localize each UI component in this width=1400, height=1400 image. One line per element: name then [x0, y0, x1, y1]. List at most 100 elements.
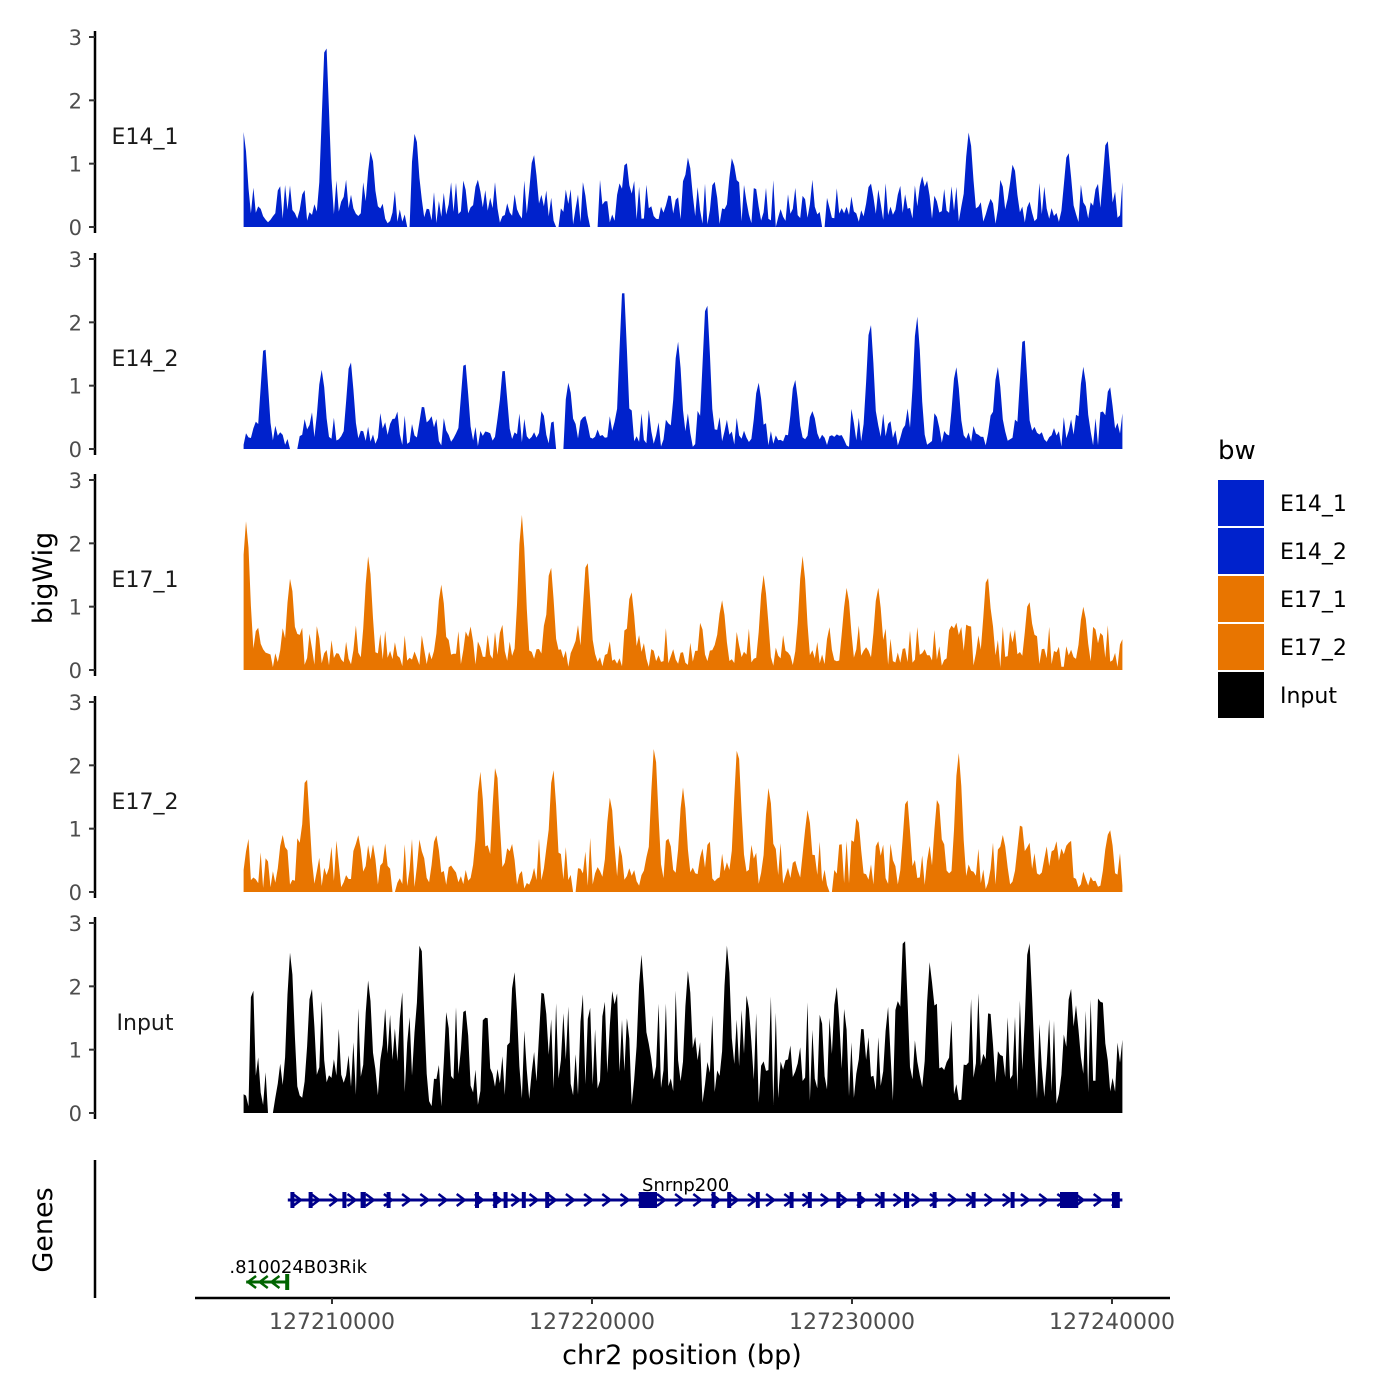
x-axis-title: chr2 position (bp) [562, 1340, 802, 1371]
signal-area [243, 293, 1123, 449]
strand-arrow-right-icon [292, 1193, 303, 1207]
strand-arrow-left-icon [269, 1275, 281, 1289]
legend: bw E14_1 E14_2 E17_1 E17_2 Input [1218, 436, 1347, 718]
strand-arrow-right-icon [310, 1193, 322, 1207]
strand-arrow-right-icon [929, 1193, 940, 1207]
track-label: E17_2 [112, 790, 179, 815]
legend-entry: E17_1 [1280, 588, 1347, 613]
exon [1112, 1192, 1120, 1208]
exon [1010, 1192, 1015, 1208]
legend-entry: E14_2 [1280, 540, 1347, 565]
y-tick-label: 2 [69, 975, 82, 999]
strand-arrow-right-icon [983, 1193, 995, 1207]
signal-area [243, 48, 1123, 227]
x-axis: 127210000 127220000 127230000 127240000 [195, 1296, 1175, 1335]
x-tick-label: 127220000 [529, 1310, 655, 1335]
exon [386, 1192, 391, 1208]
legend-entry: Input [1280, 684, 1337, 709]
track-label: E14_2 [112, 347, 179, 372]
strand-arrow-right-icon [328, 1193, 340, 1207]
exon [545, 1192, 550, 1208]
y-tick-label: 2 [69, 89, 82, 113]
exon [904, 1192, 910, 1208]
strand-arrow-right-icon [765, 1193, 777, 1207]
track-input: 0 1 2 3 Input [69, 912, 1123, 1126]
x-tick-label: 127230000 [789, 1310, 915, 1335]
gene-label: Snrnp200 [642, 1175, 729, 1196]
exon [789, 1192, 794, 1208]
signal-area [243, 941, 1123, 1113]
gene-track: Snrnp200 .810024B03Rik [93, 1160, 1123, 1298]
strand-arrow-right-icon [546, 1193, 558, 1207]
exon [755, 1192, 760, 1208]
exon [360, 1192, 366, 1208]
strand-arrow-right-icon [674, 1193, 686, 1207]
y-tick-label: 0 [69, 881, 82, 905]
exon [1060, 1192, 1079, 1208]
exon [342, 1192, 347, 1208]
y-tick-label: 1 [69, 596, 82, 620]
strand-arrow-right-icon [1092, 1193, 1104, 1207]
exon [493, 1192, 498, 1208]
strand-arrow-right-icon [1020, 1193, 1031, 1207]
exon [638, 1192, 657, 1208]
y-tick-label: 0 [69, 659, 82, 683]
y-tick-label: 2 [69, 311, 82, 335]
track-e14-2: 0 1 2 3 E14_2 [69, 248, 1123, 462]
legend-title: bw [1218, 436, 1256, 466]
y-tick-label: 3 [69, 248, 82, 272]
track-e17-1: 0 1 2 3 E17_1 [69, 469, 1123, 683]
track-label: Input [117, 1011, 174, 1036]
y-tick-label: 1 [69, 818, 82, 842]
track-e17-2: 0 1 2 3 E17_2 [69, 691, 1123, 905]
y-tick-label: 3 [69, 26, 82, 50]
gene-1810024b03rik: .810024B03Rik [229, 1257, 368, 1290]
track-label: E17_1 [112, 568, 179, 593]
y-tick-label: 2 [69, 754, 82, 778]
exon [727, 1192, 732, 1208]
strand-arrow-left-icon [257, 1275, 269, 1289]
exon [521, 1192, 526, 1208]
strand-arrow-right-icon [947, 1193, 959, 1207]
exon [807, 1192, 812, 1208]
exon [857, 1192, 862, 1208]
y-tick-label: 3 [69, 469, 82, 493]
legend-swatch [1218, 624, 1264, 670]
strand-arrow-right-icon [383, 1193, 394, 1207]
strand-arrow-left-icon [245, 1275, 257, 1289]
strand-arrow-right-icon [346, 1193, 358, 1207]
track-label: E14_1 [112, 125, 179, 150]
legend-swatch [1218, 480, 1264, 526]
strand-arrow-right-icon [583, 1193, 595, 1207]
legend-swatch [1218, 528, 1264, 574]
strand-arrow-right-icon [528, 1193, 540, 1207]
exon [836, 1192, 841, 1208]
exon [475, 1192, 479, 1208]
exon [285, 1274, 290, 1290]
exon [503, 1192, 508, 1208]
signal-area [243, 749, 1123, 892]
x-tick-label: 127240000 [1049, 1310, 1175, 1335]
y-tick-label: 0 [69, 216, 82, 240]
exon [290, 1192, 295, 1208]
y-tick-label: 3 [69, 912, 82, 936]
strand-arrow-right-icon [401, 1193, 413, 1207]
exon [971, 1192, 976, 1208]
strand-arrow-right-icon [838, 1193, 849, 1207]
exon [308, 1192, 313, 1208]
strand-arrow-right-icon [364, 1193, 376, 1207]
strand-arrow-right-icon [819, 1193, 831, 1207]
gene-label: .810024B03Rik [229, 1257, 367, 1278]
exon [880, 1192, 885, 1208]
y-tick-label: 1 [69, 1039, 82, 1063]
strand-arrow-right-icon [1038, 1193, 1050, 1207]
x-tick-label: 127210000 [269, 1310, 395, 1335]
strand-arrow-right-icon [656, 1193, 667, 1207]
exon [711, 1192, 716, 1208]
y-tick-label: 1 [69, 375, 82, 399]
y-axis-title: bigWig [28, 532, 59, 625]
gene-snrnp200: Snrnp200 [287, 1175, 1123, 1208]
signal-area [243, 514, 1123, 670]
track-e14-1: 0 1 2 3 E14_1 [69, 26, 1123, 240]
